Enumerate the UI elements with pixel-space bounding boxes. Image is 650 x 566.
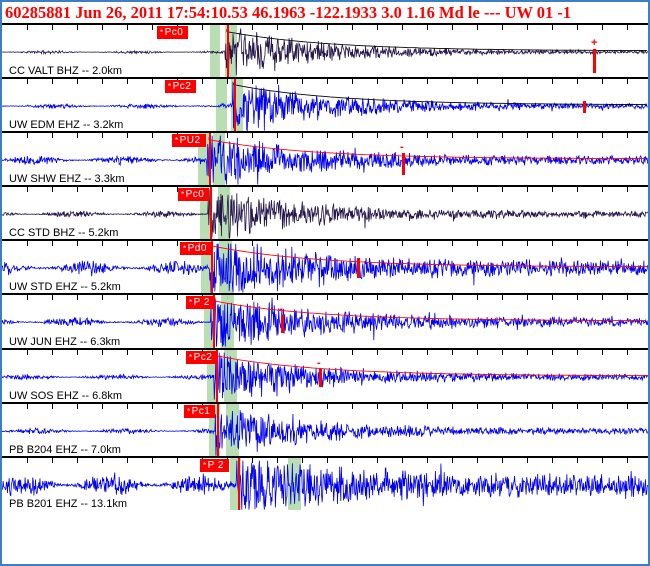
waveform — [2, 409, 648, 456]
pick-window-band — [213, 133, 225, 186]
trace-row[interactable]: *P 2 PB B201 EHZ -- 13.1km — [2, 455, 648, 510]
amplitude-marker[interactable] — [357, 258, 360, 279]
pick-window-band — [198, 133, 209, 186]
trace-row[interactable]: + *Pc0 CC VALT BHZ -- 2.0km — [2, 23, 648, 78]
pick-star-icon: * — [187, 406, 191, 416]
p-pick-line[interactable] — [234, 79, 236, 132]
amplitude-marker[interactable] — [281, 315, 284, 334]
station-channel-label: UW SOS EHZ -- 6.8km — [9, 389, 123, 402]
station-channel-label: UW JUN EHZ -- 6.3km — [9, 335, 121, 348]
trace-row[interactable]: *Pc1 PB B204 EHZ -- 7.0km — [2, 401, 648, 456]
pick-phase-tag[interactable]: *P 2 — [200, 458, 229, 472]
waveform-path — [2, 352, 648, 402]
p-pick-line[interactable] — [211, 241, 213, 294]
waveform-path — [2, 135, 648, 185]
waveform — [2, 298, 648, 348]
pick-window-band — [200, 187, 211, 240]
coda-envelope-curve — [208, 137, 645, 160]
p-pick-line[interactable] — [216, 349, 218, 402]
pick-star-icon: * — [168, 82, 172, 92]
coda-envelope-curve — [215, 353, 648, 376]
coda-envelope-curve — [210, 245, 647, 268]
amplitude-polarity-sign: + — [591, 37, 598, 49]
pick-star-icon: * — [175, 136, 179, 146]
trace-panel: + *Pc0 CC VALT BHZ -- 2.0km *Pc2 UW EDM EHZ … — [2, 23, 648, 564]
pick-window-band — [210, 25, 220, 78]
pick-phase-tag[interactable]: *PU2 — [172, 134, 206, 148]
station-channel-label: PB B204 EHZ -- 7.0km — [9, 443, 121, 456]
pick-star-icon: * — [189, 352, 193, 362]
pick-star-icon: * — [183, 244, 187, 254]
pick-phase-tag[interactable]: *Pc1 — [184, 404, 216, 418]
pick-star-icon: * — [181, 190, 185, 200]
pick-star-icon: * — [160, 28, 164, 37]
coda-envelope-curve — [226, 29, 647, 52]
pick-phase-tag[interactable]: *Pc0 — [157, 26, 189, 39]
pick-phase-label: PU2 — [179, 135, 201, 147]
p-pick-line[interactable] — [227, 25, 229, 78]
amplitude-marker[interactable] — [319, 368, 322, 387]
pick-phase-label: Pc2 — [193, 351, 213, 363]
trace-row[interactable]: - *PU2 UW SHW EHZ -- 3.3km — [2, 131, 648, 186]
pick-window-band — [230, 457, 241, 510]
coda-envelope-curve — [212, 299, 645, 322]
station-channel-label: UW STD EHZ -- 5.2km — [9, 281, 121, 294]
waveform — [2, 189, 648, 240]
waveform-path — [2, 81, 648, 132]
amplitude-polarity-sign: - — [279, 303, 283, 316]
pick-phase-tag[interactable]: *Pd0 — [180, 242, 212, 256]
waveform-path — [2, 28, 648, 77]
amplitude-marker[interactable] — [402, 153, 405, 176]
pick-phase-tag[interactable]: *Pc0 — [178, 188, 210, 202]
amplitude-polarity-sign: - — [317, 356, 321, 369]
trace-row[interactable]: - *P 2 UW JUN EHZ -- 6.3km — [2, 293, 648, 348]
event-header-text: 60285881 Jun 26, 2011 17:54:10.53 46.196… — [5, 2, 572, 22]
p-pick-line[interactable] — [217, 403, 219, 456]
trace-row[interactable]: *Pc0 CC STD BHZ -- 5.2km — [2, 185, 648, 240]
trace-row[interactable]: *Pd0 UW STD EHZ -- 5.2km — [2, 239, 648, 294]
station-channel-label: PB B201 EHZ -- 13.1km — [9, 497, 127, 510]
pick-phase-label: Pc0 — [185, 189, 205, 201]
pick-phase-label: Pc2 — [172, 81, 192, 93]
p-pick-line[interactable] — [210, 187, 212, 240]
waveform — [2, 81, 648, 132]
pick-star-icon: * — [189, 298, 193, 308]
waveform — [2, 135, 648, 185]
station-channel-label: CC VALT BHZ -- 2.0km — [9, 65, 123, 78]
p-pick-line[interactable] — [213, 295, 215, 348]
waveform — [2, 460, 648, 510]
p-pick-line[interactable] — [238, 457, 240, 510]
amplitude-marker[interactable] — [593, 49, 596, 73]
waveform-path — [2, 409, 648, 456]
pick-star-icon: * — [203, 460, 207, 470]
amplitude-marker[interactable] — [583, 101, 586, 114]
pick-phase-label: P 2 — [207, 459, 224, 471]
station-channel-label: CC STD BHZ -- 5.2km — [9, 227, 119, 240]
waveform-path — [2, 460, 648, 510]
pick-phase-label: P 2 — [193, 297, 210, 309]
pick-phase-label: Pc1 — [191, 405, 211, 417]
station-channel-label: UW SHW EHZ -- 3.3km — [9, 173, 125, 186]
pick-phase-tag[interactable]: *Pc2 — [165, 80, 197, 94]
waveform — [2, 28, 648, 77]
coda-envelope-curve — [233, 83, 646, 106]
waveform-path — [2, 189, 648, 240]
trace-row[interactable]: - *Pc2 UW SOS EHZ -- 6.8km — [2, 347, 648, 402]
waveform — [2, 352, 648, 402]
pick-phase-label: Pd0 — [187, 243, 207, 255]
waveform-path — [2, 243, 648, 293]
waveform — [2, 243, 648, 293]
pick-phase-label: Pc0 — [164, 27, 184, 38]
pick-phase-tag[interactable]: *P 2 — [186, 296, 215, 310]
trace-row[interactable]: *Pc2 UW EDM EHZ -- 3.2km — [2, 77, 648, 132]
pick-window-band — [226, 403, 239, 456]
pick-phase-tag[interactable]: *Pc2 — [186, 350, 218, 364]
pick-window-band — [204, 295, 215, 348]
amplitude-polarity-sign: - — [400, 141, 404, 154]
p-pick-line[interactable] — [209, 133, 211, 186]
event-header: 60285881 Jun 26, 2011 17:54:10.53 46.196… — [2, 2, 648, 23]
station-channel-label: UW EDM EHZ -- 3.2km — [9, 119, 124, 132]
